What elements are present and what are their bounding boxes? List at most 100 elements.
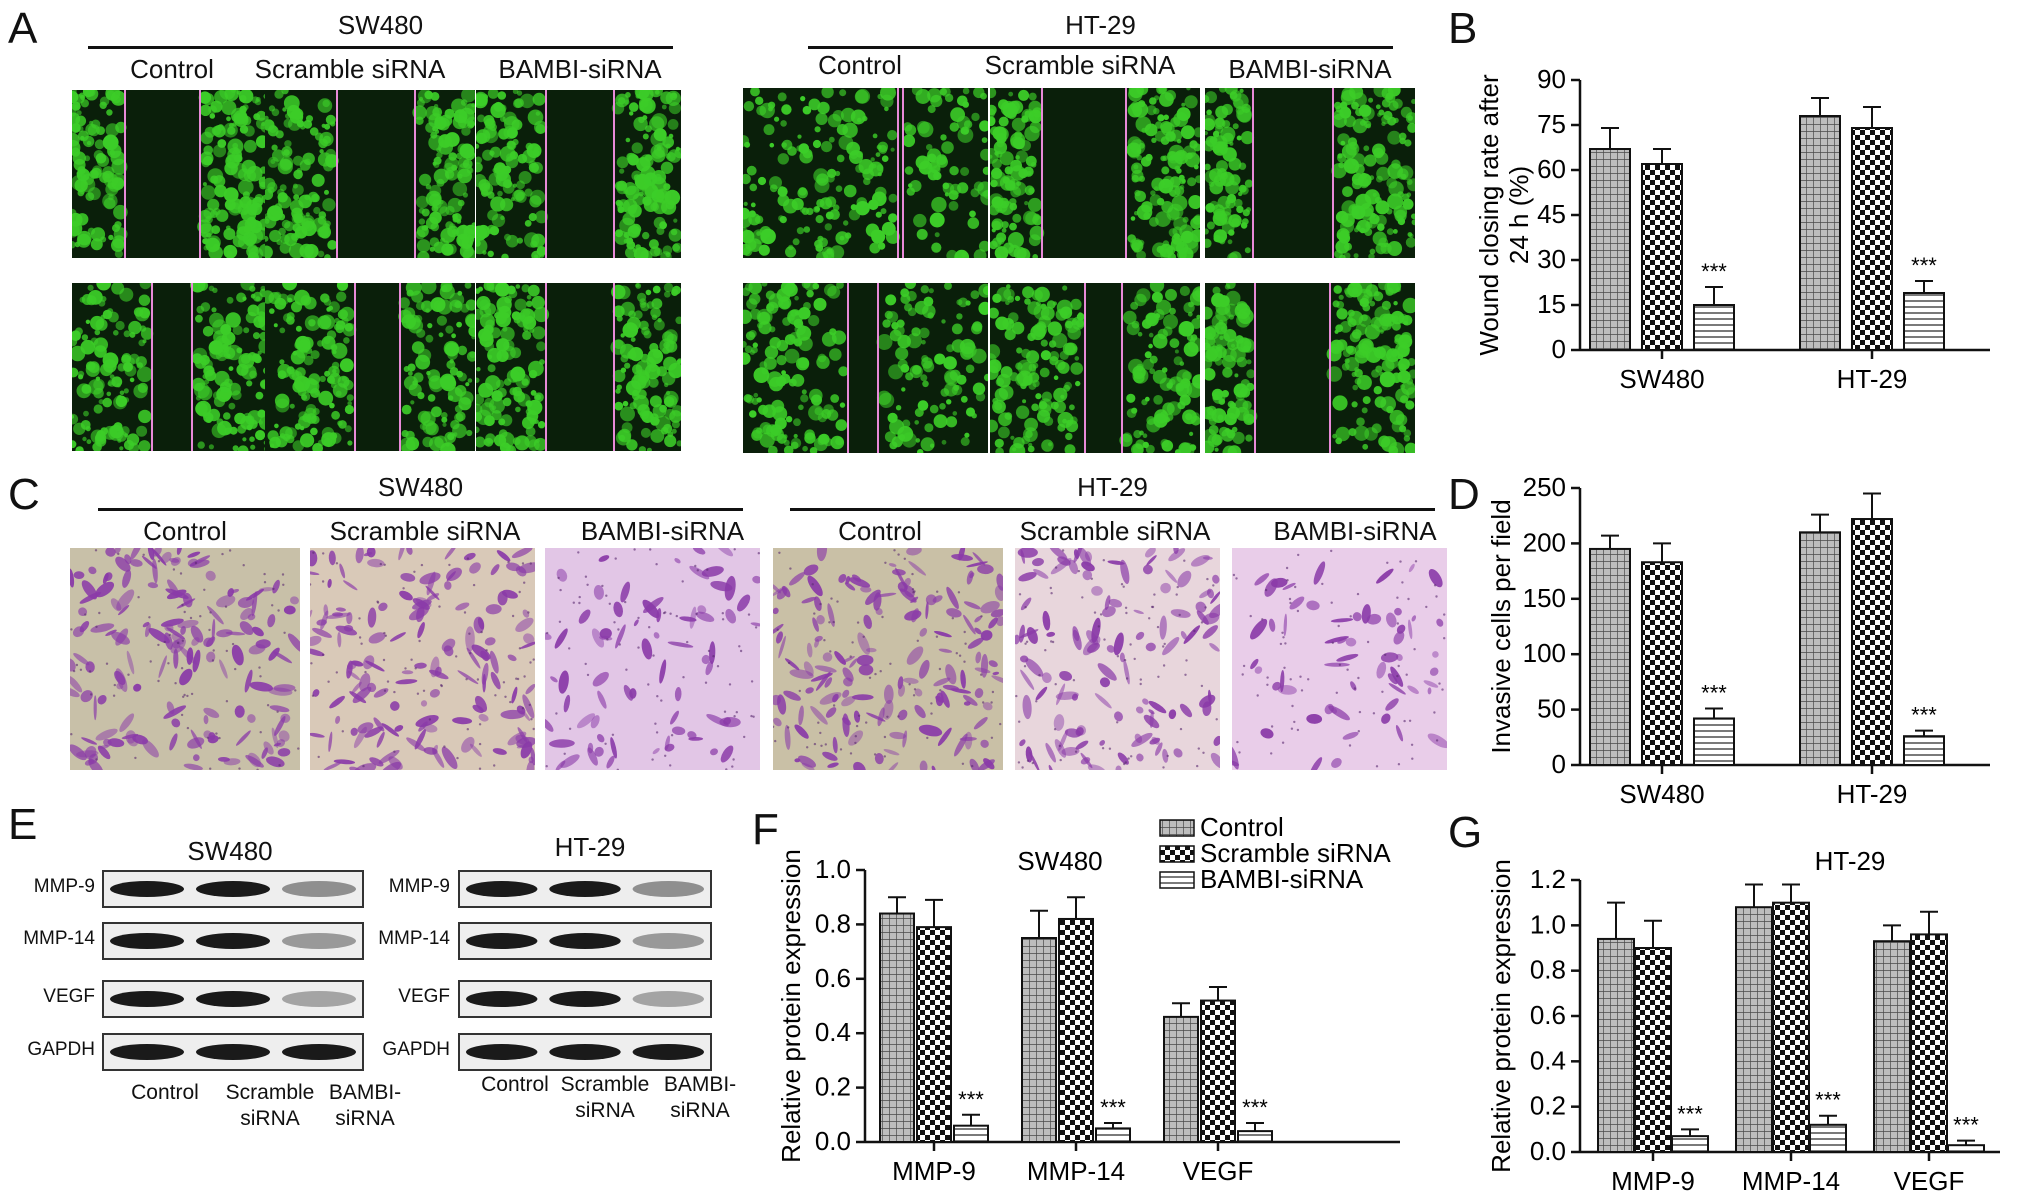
wound-image: [265, 90, 475, 258]
blot-band: [282, 881, 356, 897]
y-tick-label: 0.4: [1530, 1045, 1566, 1075]
blot-band: [632, 933, 704, 949]
x-tick-label: MMP-9: [892, 1156, 976, 1186]
y-axis-label: Relative protein expression: [1486, 859, 1516, 1173]
panel-letter-e: E: [8, 800, 38, 849]
y-tick-label: 15: [1537, 289, 1566, 319]
blot-band: [466, 881, 538, 897]
bar: [1641, 163, 1683, 351]
bar: [1735, 906, 1773, 1153]
panel-c-group-line-ht29: [790, 508, 1435, 511]
panel-letter-g: G: [1448, 808, 1483, 857]
wound-image: [265, 283, 475, 451]
significance-mark: ***: [958, 1087, 984, 1112]
blot-strip: [458, 870, 712, 908]
blot-protein-label: GAPDH: [382, 1039, 450, 1060]
panel-a-cond-ht29-control: Control: [818, 50, 902, 80]
blot-band: [466, 933, 538, 949]
legend-swatch: [1159, 845, 1195, 863]
wound-image: [72, 283, 267, 451]
wound-image: [990, 88, 1200, 258]
panel-e-blot-title-ht29: HT-29: [554, 832, 626, 862]
blot-band: [549, 881, 621, 897]
bar: [1589, 148, 1631, 351]
y-tick-label: 0.0: [1530, 1136, 1566, 1166]
blot-strip: [102, 870, 364, 908]
panel-c-cond-sw480-scramble: Scramble siRNA: [329, 516, 521, 546]
bar: [1851, 518, 1893, 766]
blot-band: [632, 991, 704, 1007]
y-tick-label: 0.6: [1530, 1000, 1566, 1030]
blot-band: [466, 1044, 538, 1060]
chart-title: HT-29: [1815, 846, 1886, 876]
x-tick-label: MMP-9: [1611, 1166, 1695, 1196]
blot-lane-label: Scramble siRNA: [225, 1081, 315, 1130]
bar: [1947, 1144, 1985, 1154]
y-tick-label: 1.2: [1530, 864, 1566, 894]
blot-band: [549, 1044, 621, 1060]
bar: [1910, 933, 1948, 1154]
blot-protein-label: MMP-14: [23, 928, 95, 949]
y-tick-label: 90: [1537, 64, 1566, 94]
panel-c-cond-ht29-bambi: BAMBI-siRNA: [1273, 516, 1437, 546]
panel-c-cond-ht29-control: Control: [838, 516, 922, 546]
panel-c-group-line-sw480: [98, 508, 743, 511]
panel-a-cond-ht29-scramble: Scramble siRNA: [984, 50, 1176, 80]
panel-a-cond-sw480-control: Control: [130, 54, 214, 84]
invasion-image: [1015, 548, 1220, 770]
panel-letter-c: C: [8, 470, 40, 519]
significance-mark: ***: [1953, 1113, 1979, 1138]
y-tick-label: 0.2: [1530, 1091, 1566, 1121]
panel-a-cond-ht29-bambi: BAMBI-siRNA: [1228, 54, 1392, 84]
significance-mark: ***: [1701, 680, 1727, 705]
blot-band: [632, 1044, 704, 1060]
significance-mark: ***: [1100, 1095, 1126, 1120]
bar: [879, 912, 915, 1143]
y-tick-label: 1.0: [1530, 909, 1566, 939]
blot-strip: [458, 922, 712, 960]
invasion-image: [545, 548, 760, 770]
bar: [1693, 304, 1735, 351]
bar: [1873, 940, 1911, 1153]
invasion-image: [310, 548, 535, 770]
panel-letter-f: F: [752, 805, 779, 854]
blot-band: [196, 881, 270, 897]
blot-strip: [102, 980, 364, 1018]
bar: [1200, 999, 1236, 1143]
bar: [1058, 917, 1094, 1143]
blot-protein-label: MMP-9: [33, 876, 95, 897]
y-axis-label: Wound closing rate after24 h (%): [1474, 74, 1534, 356]
y-tick-label: 60: [1537, 154, 1566, 184]
panel-c-group-title-ht29: HT-29: [1077, 472, 1148, 502]
bar: [1597, 937, 1635, 1153]
bar: [1095, 1127, 1131, 1143]
blot-strip: [458, 1033, 712, 1071]
x-tick-label: MMP-14: [1027, 1156, 1125, 1186]
panel-e-blot-title-sw480: SW480: [187, 836, 273, 866]
y-tick-label: 250: [1523, 472, 1566, 502]
invasion-image: [70, 548, 300, 770]
panel-letter-b: B: [1448, 4, 1478, 53]
bar: [1163, 1015, 1199, 1144]
y-tick-label: 1.0: [815, 854, 851, 884]
panel-letter-d: D: [1448, 470, 1480, 519]
bar: [1693, 717, 1735, 767]
bar: [1589, 547, 1631, 766]
blot-band: [110, 991, 184, 1007]
wound-image: [743, 283, 988, 453]
panel-c-cond-sw480-bambi: BAMBI-siRNA: [580, 516, 745, 546]
wound-image: [1205, 88, 1415, 258]
blot-protein-label: VEGF: [398, 986, 450, 1007]
wound-image: [476, 283, 681, 451]
x-tick-label: MMP-14: [1742, 1166, 1840, 1196]
x-tick-label: VEGF: [1183, 1156, 1254, 1186]
blot-band: [466, 991, 538, 1007]
blot-band: [549, 991, 621, 1007]
significance-mark: ***: [1911, 703, 1937, 728]
invasion-image: [773, 548, 1003, 770]
y-tick-label: 0.4: [815, 1017, 851, 1047]
bar: [1799, 531, 1841, 766]
blot-lane-label: Scramble siRNA: [560, 1073, 650, 1122]
bar: [1021, 937, 1057, 1143]
